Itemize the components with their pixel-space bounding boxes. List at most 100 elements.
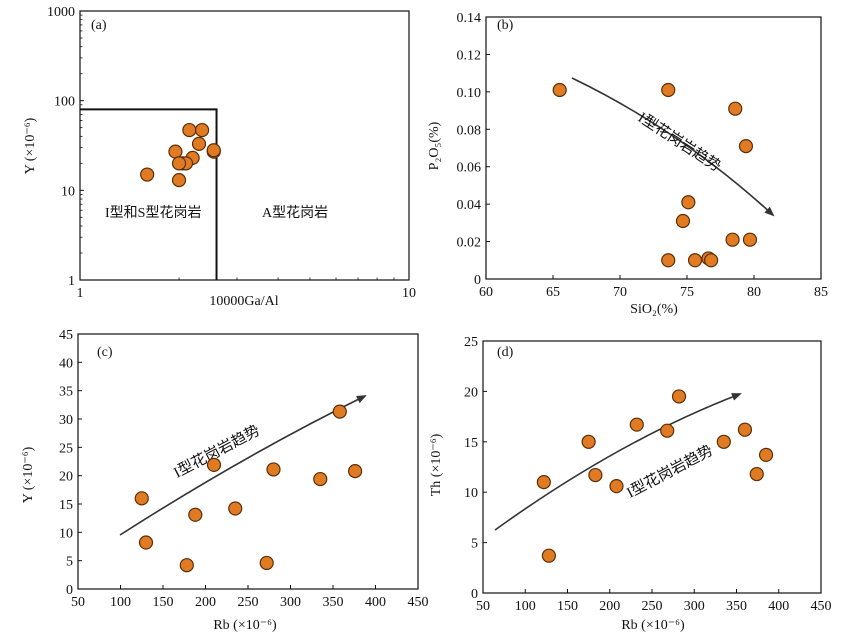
data-point <box>206 457 222 472</box>
data-point <box>536 475 551 490</box>
y-tick-label: 25 <box>464 335 478 350</box>
data-point <box>738 139 754 154</box>
y-tick-label: 0.12 <box>457 48 482 63</box>
x-tick-label: 400 <box>365 595 386 610</box>
data-point <box>259 555 274 571</box>
panel-a-x-axis-title: 10000Ga/Al <box>209 294 278 309</box>
panel-d-y-axis-title: Th (×10⁻⁶) <box>429 433 444 496</box>
x-tick-label: 80 <box>747 285 761 300</box>
data-point <box>191 136 207 151</box>
panel-b-tag: (b) <box>497 18 514 33</box>
y-tick-label: 40 <box>59 356 73 371</box>
y-tick-label: 0.08 <box>457 123 482 138</box>
panel-d: (d) Rb (×10⁻⁶) Th (×10⁻⁶) I型花岗岩趋势 50 100 1… <box>429 335 832 633</box>
y-tick-label: 0.06 <box>457 161 482 176</box>
x-tick-label: 50 <box>476 599 490 614</box>
panel-a-y-axis-title: Y (×10⁻⁶) <box>23 117 38 174</box>
data-point <box>716 434 731 449</box>
y-tick-label: 20 <box>59 470 73 485</box>
x-tick-label: 300 <box>280 595 301 610</box>
data-point <box>206 143 221 158</box>
data-point <box>140 167 155 182</box>
panel-b-trend-arrow <box>571 77 775 217</box>
y-tick-label: 35 <box>59 385 73 400</box>
data-point <box>681 195 696 210</box>
y-tick-label: 10 <box>59 526 73 541</box>
data-point <box>313 471 328 487</box>
y-tick-label: 0.10 <box>457 86 482 101</box>
x-tick-label: 200 <box>599 599 620 614</box>
panel-d-trend-arrow <box>494 393 742 531</box>
y-tick-label: 5 <box>66 555 73 570</box>
data-point <box>581 434 596 449</box>
x-tick-label: 250 <box>642 599 663 614</box>
data-point <box>661 253 676 268</box>
data-point <box>168 144 183 159</box>
x-tick-label: 70 <box>613 285 627 300</box>
data-point <box>332 404 347 419</box>
x-tick-label: 60 <box>479 285 493 300</box>
panel-a-tag: (a) <box>91 18 107 33</box>
y-tick-label: 25 <box>59 441 73 456</box>
x-tick-label: 400 <box>768 599 789 614</box>
x-tick-label: 450 <box>408 595 429 610</box>
y-tick-label: 1000 <box>47 5 75 20</box>
panel-d-tag: (d) <box>497 345 514 360</box>
data-point <box>348 464 363 479</box>
x-tick-label: 75 <box>680 285 694 300</box>
data-point <box>629 417 644 432</box>
classification-boundary <box>80 108 218 280</box>
data-point <box>266 462 281 477</box>
panel-c-trend-arrow <box>119 395 367 536</box>
panel-c-tag: (c) <box>97 345 113 360</box>
x-tick-label: 100 <box>515 599 536 614</box>
data-point <box>728 101 743 116</box>
panel-c: (c) Rb (×10⁻⁶) Y (×10⁻⁶) I型花岗岩趋势 50 100 15… <box>21 328 429 633</box>
data-point <box>552 82 567 98</box>
data-point <box>194 122 210 138</box>
x-tick-label: 250 <box>238 595 259 610</box>
x-tick-label: 200 <box>195 595 216 610</box>
panel-b-y-axis-title: P₂O₅(%) <box>427 121 442 170</box>
y-tick-label: 10 <box>61 184 75 199</box>
data-point <box>588 467 603 483</box>
y-tick-label: 100 <box>54 95 75 110</box>
data-point <box>737 422 753 437</box>
panel-c-frame <box>77 333 419 590</box>
y-tick-label: 0 <box>471 587 478 602</box>
data-point <box>228 501 243 516</box>
data-point <box>749 466 764 482</box>
y-tick-label: 20 <box>464 385 478 400</box>
panel-c-trend-label: I型花岗岩趋势 <box>171 422 263 482</box>
x-tick-label: 10 <box>402 286 416 301</box>
data-point <box>182 122 197 138</box>
panel-d-trend-label: I型花岗岩趋势 <box>624 442 716 502</box>
y-tick-label: 15 <box>59 498 73 513</box>
x-tick-label: 100 <box>110 595 131 610</box>
y-tick-label: 15 <box>464 436 478 451</box>
panel-b: (b) SiO₂(%) P₂O₅(%) I型花岗岩趋势 60 65 70 75 80 85… <box>427 11 828 317</box>
panel-b-frame <box>485 16 822 280</box>
x-tick-label: 50 <box>71 595 85 610</box>
x-tick-label: 85 <box>814 285 828 300</box>
data-point <box>609 479 624 494</box>
data-point <box>138 535 154 550</box>
panel-a: (a) 10000Ga/Al Y (×10⁻⁶) I型和S型花岗岩 A型花岗岩 … <box>23 5 416 309</box>
data-point <box>661 82 676 98</box>
x-tick-label: 350 <box>323 595 344 610</box>
panel-d-x-axis-title: Rb (×10⁻⁶) <box>621 618 685 633</box>
panel-c-y-axis-title: Y (×10⁻⁶) <box>21 446 36 503</box>
y-tick-label: 30 <box>59 413 73 428</box>
x-tick-label: 150 <box>153 595 174 610</box>
data-point <box>134 491 149 506</box>
data-point <box>675 213 691 229</box>
panel-d-frame <box>482 340 822 594</box>
y-tick-label: 45 <box>59 328 73 343</box>
y-tick-label: 5 <box>471 537 478 552</box>
x-tick-label: 300 <box>684 599 705 614</box>
y-tick-label: 10 <box>464 486 478 501</box>
panel-c-x-axis-title: Rb (×10⁻⁶) <box>213 618 277 633</box>
x-tick-label: 65 <box>546 285 560 300</box>
data-point <box>687 253 703 268</box>
